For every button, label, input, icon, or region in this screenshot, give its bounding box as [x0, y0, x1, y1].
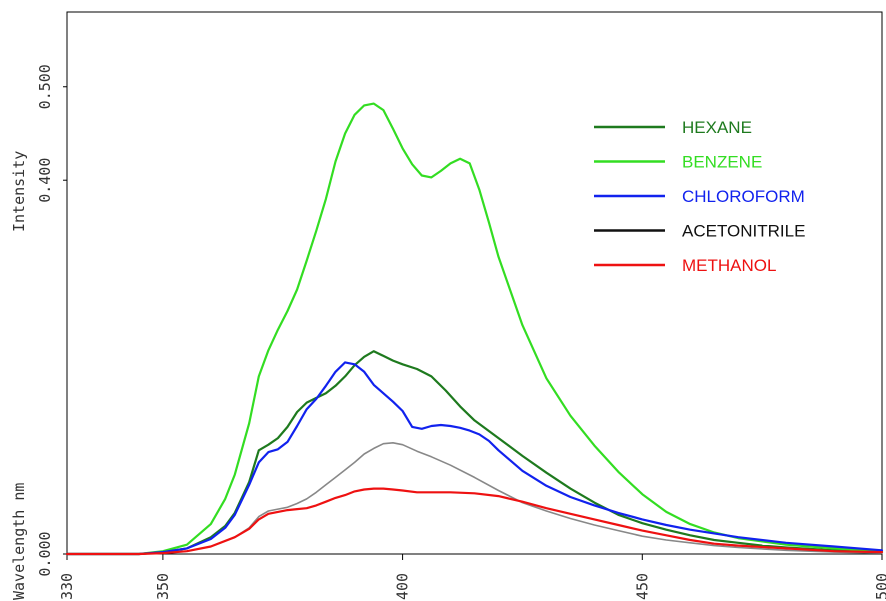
- x-tick-label: 450: [633, 573, 651, 600]
- y-tick-label: 0.000: [36, 531, 54, 576]
- legend-label: METHANOL: [682, 256, 776, 275]
- series-line-acetonitrile: [66, 442, 883, 555]
- x-tick-label: 500: [873, 573, 886, 600]
- legend: HEXANE BENZENE CHLOROFORM ACETONITRILE METHA…: [594, 118, 805, 275]
- legend-label: CHLOROFORM: [682, 187, 805, 206]
- series-line-chloroform: [65, 361, 884, 556]
- x-axis-ticks: 330 350 400 450 500: [58, 554, 886, 600]
- plot-frame: [66, 11, 883, 555]
- x-tick-label: 350: [154, 573, 172, 600]
- legend-label: HEXANE: [682, 118, 752, 137]
- series-line-benzene: [65, 102, 884, 556]
- x-tick-label: 400: [394, 573, 412, 600]
- y-axis-ticks: 0.000 0.400 0.500: [36, 64, 67, 577]
- y-tick-label: 0.500: [36, 64, 54, 109]
- series-line-hexane: [65, 350, 884, 556]
- x-axis-label: Wavelength nm: [10, 483, 28, 600]
- series-line-methanol: [65, 487, 884, 556]
- legend-label: ACETONITRILE: [682, 222, 805, 241]
- y-axis-label: Intensity: [10, 151, 28, 232]
- x-tick-label: 330: [58, 573, 76, 600]
- y-tick-label: 0.400: [36, 158, 54, 203]
- series-layer: [65, 102, 884, 556]
- legend-label: BENZENE: [682, 153, 762, 172]
